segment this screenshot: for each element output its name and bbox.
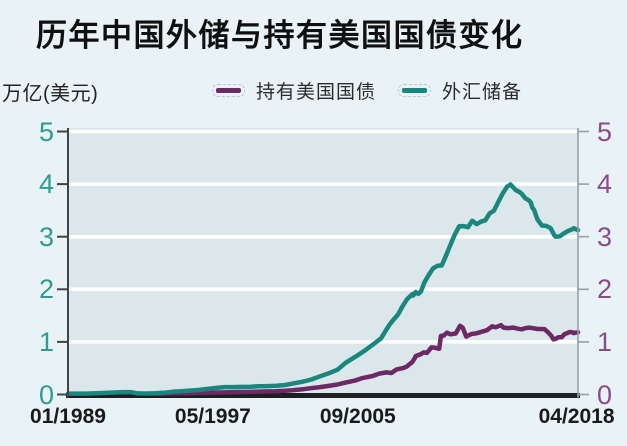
- y-tick-label-left: 5: [38, 116, 54, 147]
- y-tick-label-right: 4: [597, 169, 613, 200]
- y-tick-label-left: 4: [38, 169, 54, 200]
- y-tick-label-right: 0: [597, 379, 613, 410]
- y-tick-label-left: 2: [38, 274, 54, 305]
- x-axis-line: [66, 393, 580, 398]
- legend: 持有美国国债 外汇储备: [212, 77, 548, 104]
- y-tick-label-left: 0: [38, 379, 54, 410]
- legend-label-fx-reserves: 外汇储备: [442, 81, 523, 103]
- y-tick-label-right: 1: [597, 326, 613, 357]
- x-tick-label: 05/1997: [174, 405, 251, 428]
- y-axis-unit-label: 万亿(美元): [2, 83, 99, 105]
- legend-item-us-treasury: 持有美国国债: [212, 77, 377, 104]
- fx-reserves-line-swatch-icon: [398, 83, 432, 97]
- plot-background: [69, 128, 577, 395]
- legend-label-us-treasury: 持有美国国债: [256, 81, 377, 103]
- legend-item-fx-reserves: 外汇储备: [398, 77, 523, 104]
- y-tick-label-right: 5: [597, 116, 613, 147]
- x-tick-label: 09/2005: [319, 405, 396, 428]
- treasury-line-swatch-icon: [212, 83, 245, 97]
- chart-title: 历年中国外储与持有美国国债变化: [36, 18, 524, 53]
- y-tick-label-left: 3: [38, 221, 54, 252]
- x-tick-label: 01/1989: [30, 405, 106, 428]
- x-tick-label: 04/2018: [538, 405, 615, 428]
- y-tick-label-right: 3: [597, 221, 613, 252]
- fx-reserves-series-line: [65, 182, 581, 396]
- y-tick-label-left: 1: [38, 326, 54, 357]
- treasury-series-line: [152, 322, 581, 396]
- y-tick-label-right: 2: [597, 274, 613, 305]
